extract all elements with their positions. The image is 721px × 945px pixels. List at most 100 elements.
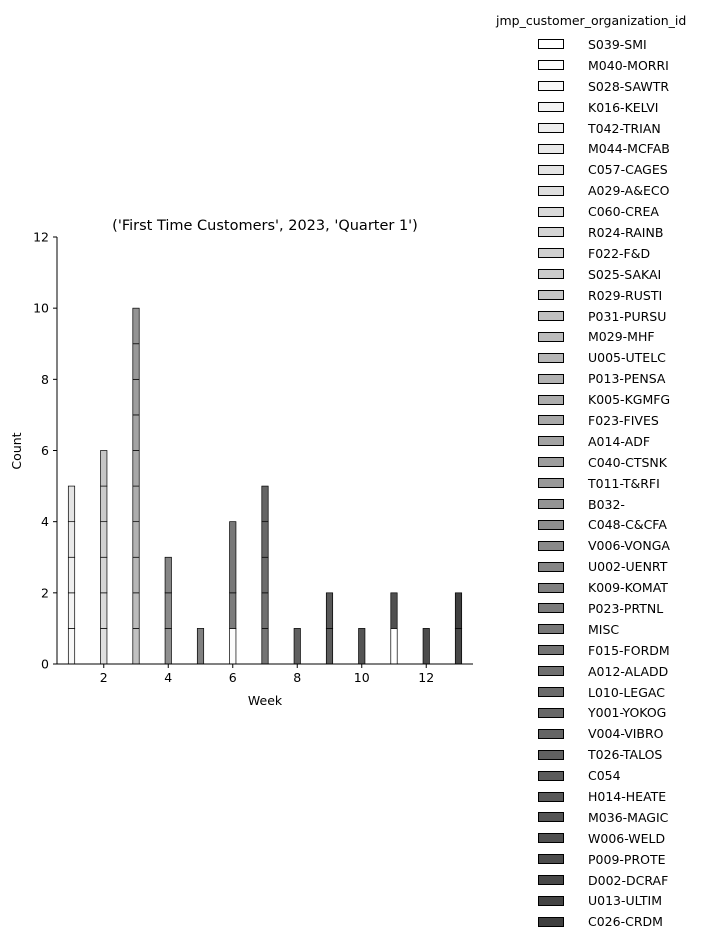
bars-group <box>67 307 463 665</box>
bar-segment <box>100 592 108 629</box>
bar-segment <box>325 628 334 665</box>
legend-swatch <box>538 206 564 217</box>
legend-item: T042-TRIAN <box>538 118 718 139</box>
legend-item: C040-CTSNK <box>538 452 718 473</box>
bar-segment <box>454 592 463 629</box>
legend-label: MISC <box>588 621 620 637</box>
legend-swatch <box>538 478 564 489</box>
legend-item: U002-UENRT <box>538 556 718 577</box>
legend-items: S039-SMI M040-MORRI S028-SAWTR K016-KELVI T0… <box>538 34 718 932</box>
legend-swatch <box>538 164 564 175</box>
bar-segment <box>132 378 140 416</box>
legend-swatch <box>538 290 564 301</box>
legend-swatch <box>538 582 564 593</box>
legend-label: S039-SMI <box>588 36 647 52</box>
legend-item: M040-MORRI <box>538 55 718 76</box>
legend-swatch <box>538 749 564 760</box>
legend-label: U013-ULTIM <box>588 893 663 909</box>
legend-swatch <box>538 60 564 71</box>
legend-label: F022-F&D <box>588 245 651 261</box>
legend-label: P009-PROTE <box>588 851 666 867</box>
legend-item: M044-MCFAB <box>538 138 718 159</box>
bar-segment <box>261 628 269 665</box>
bar-segment <box>390 592 398 629</box>
legend-label: C060-CREA <box>588 204 659 220</box>
legend-label: K009-KOMAT <box>588 580 668 596</box>
legend-item: R024-RAINB <box>538 222 718 243</box>
legend-label: A014-ADF <box>588 433 651 449</box>
bar-segment <box>261 592 269 629</box>
legend-label: A029-A&ECO <box>588 183 670 199</box>
legend-swatch <box>538 540 564 551</box>
legend-item: H014-HEATE <box>538 786 718 807</box>
legend-item: V006-VONGA <box>538 535 718 556</box>
legend-label: C040-CTSNK <box>588 454 667 470</box>
x-tick-label: 10 <box>354 670 370 685</box>
legend-label: P023-PRTNL <box>588 600 664 616</box>
legend-item: C057-CAGES <box>538 159 718 180</box>
legend-swatch <box>538 311 564 322</box>
bar-segment <box>229 592 237 629</box>
legend-label: D002-DCRAF <box>588 872 669 888</box>
legend-item: R029-RUSTI <box>538 285 718 306</box>
bar-segment <box>293 628 301 665</box>
legend-swatch <box>538 833 564 844</box>
legend-swatch <box>538 854 564 865</box>
legend-label: H014-HEATE <box>588 789 667 804</box>
y-axis-label: Count <box>9 432 24 469</box>
legend-item: B032- <box>538 494 718 515</box>
legend-label: V004-VIBRO <box>588 726 664 742</box>
legend: jmp_customer_organization_id S039-SMI M04… <box>496 12 718 932</box>
bar-segment <box>229 521 237 594</box>
legend-swatch <box>538 791 564 802</box>
legend-item: A012-ALADD <box>538 661 718 682</box>
legend-item: M029-MHF <box>538 326 718 347</box>
legend-swatch <box>538 499 564 510</box>
x-tick-label: 12 <box>418 670 434 685</box>
x-ticks: 2 4 6 8 10 12 <box>100 664 434 685</box>
legend-label: V006-VONGA <box>588 538 670 554</box>
y-tick-label: 2 <box>41 585 49 600</box>
legend-item: C048-C&CFA <box>538 514 718 535</box>
bar-segment <box>261 521 269 558</box>
legend-title: jmp_customer_organization_id <box>496 13 687 28</box>
legend-swatch <box>538 728 564 739</box>
legend-swatch <box>538 102 564 113</box>
bar-segment <box>132 521 140 558</box>
legend-item: T011-T&RFI <box>538 473 718 494</box>
legend-label: S025-SAKAI <box>588 266 662 282</box>
legend-label: S028-SAWTR <box>588 78 670 94</box>
legend-label: F015-FORDM <box>588 642 670 658</box>
legend-label: C048-C&CFA <box>588 517 667 533</box>
legend-label: Y001-YOKOG <box>588 705 667 721</box>
bar-segment <box>100 450 108 487</box>
legend-item: S028-SAWTR <box>538 76 718 97</box>
y-tick-label: 12 <box>33 230 49 245</box>
legend-item: K005-KGMFG <box>538 389 718 410</box>
bar-segment <box>325 592 334 629</box>
bar-segment <box>67 592 76 629</box>
legend-item: A014-ADF <box>538 431 718 452</box>
legend-item: K016-KELVI <box>538 97 718 118</box>
legend-swatch <box>538 394 564 405</box>
chart-title: ('First Time Customers', 2023, 'Quarter … <box>112 218 418 234</box>
legend-item: S025-SAKAI <box>538 264 718 285</box>
bar-segment <box>67 485 76 523</box>
bar-segment <box>132 343 140 380</box>
legend-item: F022-F&D <box>538 243 718 264</box>
legend-swatch <box>538 436 564 447</box>
legend-item: F023-FIVES <box>538 410 718 431</box>
bar-segment <box>132 485 140 523</box>
legend-label: M040-MORRI <box>588 57 669 73</box>
legend-item: T026-TALOS <box>538 744 718 765</box>
legend-item: M036-MAGIC <box>538 807 718 828</box>
legend-swatch <box>538 39 564 50</box>
bar-segment <box>454 628 463 665</box>
legend-swatch <box>538 123 564 133</box>
legend-swatch <box>538 269 564 280</box>
legend-label: K005-KGMFG <box>588 392 671 408</box>
legend-item: F015-FORDM <box>538 640 718 661</box>
bar-segment <box>358 628 366 665</box>
legend-swatch <box>538 143 564 154</box>
